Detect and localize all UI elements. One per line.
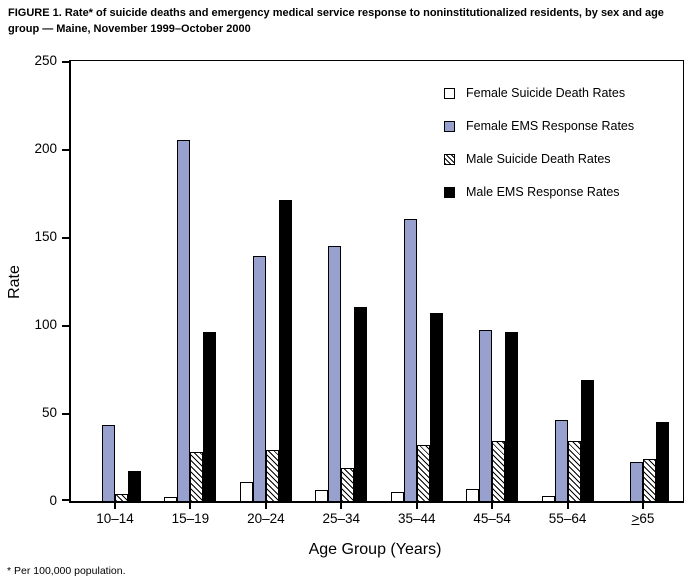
bar-white <box>466 489 480 501</box>
bar-white <box>315 490 329 501</box>
bar-black <box>505 332 519 501</box>
y-axis-tick-label: 0 <box>49 493 57 508</box>
footnote: * Per 100,000 population. <box>7 565 126 577</box>
x-axis-tick-label: 45–54 <box>473 511 511 526</box>
bar-blue <box>328 246 342 501</box>
bar-hatch <box>567 441 581 501</box>
x-axis-tick <box>415 503 418 509</box>
legend-item: Female EMS Response Rates <box>444 119 635 133</box>
bar-black <box>278 200 292 501</box>
x-axis-tick-label: 10–14 <box>96 511 134 526</box>
bar-blue <box>252 256 266 501</box>
bar-group <box>541 380 594 501</box>
bar-blue <box>102 425 115 501</box>
bar-hatch <box>643 459 656 501</box>
figure-title-line1: FIGURE 1. Rate* of suicide deaths and em… <box>8 7 664 19</box>
legend-label: Male EMS Response Rates <box>466 185 620 199</box>
bar-group <box>315 246 368 501</box>
bar-black <box>429 313 443 501</box>
bar-black <box>203 332 217 501</box>
bar-blue <box>177 140 191 501</box>
y-axis-tick <box>62 325 69 327</box>
y-axis-tick <box>62 61 69 63</box>
bar-blue <box>403 219 417 501</box>
legend-label: Male Suicide Death Rates <box>466 152 611 166</box>
x-axis-tick <box>491 503 494 509</box>
y-axis-tick <box>62 237 69 239</box>
y-axis-tick-label: 50 <box>41 405 57 420</box>
y-axis-tick-label: 200 <box>34 141 57 156</box>
legend-label: Female EMS Response Rates <box>466 119 635 133</box>
bar-blue <box>630 462 643 501</box>
bar-hatch <box>190 452 204 501</box>
bar-group <box>390 219 443 501</box>
legend-swatch-hatch <box>444 153 455 165</box>
y-axis-tick-label: 250 <box>34 53 57 68</box>
bar-black <box>580 380 594 501</box>
bar-black <box>656 422 669 501</box>
y-axis-title: Rate <box>6 265 23 299</box>
bar-hatch <box>416 445 430 501</box>
legend-swatch-white <box>444 87 455 99</box>
figure-title: FIGURE 1. Rate* of suicide deaths and em… <box>8 6 690 38</box>
bar-white <box>239 482 253 501</box>
legend-item: Male EMS Response Rates <box>444 185 634 199</box>
bar-white <box>164 497 178 501</box>
bar-black <box>128 471 141 501</box>
x-axis-tick-label: >65 <box>631 511 655 526</box>
y-axis-tick-label: 150 <box>34 229 57 244</box>
y-axis-tick-label: 100 <box>34 317 57 332</box>
bar-group <box>89 425 141 501</box>
y-axis-tick <box>62 149 69 151</box>
x-axis-tick <box>114 503 116 509</box>
y-axis-tick <box>62 499 69 501</box>
legend-swatch-blue <box>444 120 455 132</box>
bar-group <box>164 140 217 501</box>
legend-item: Female Suicide Death Rates <box>444 86 634 100</box>
legend-swatch-black <box>444 186 455 198</box>
figure-title-line2: group — Maine, November 1999–October 200… <box>8 22 251 35</box>
y-axis-tick <box>62 413 69 415</box>
bar-hatch <box>341 468 355 501</box>
bar-blue <box>479 330 493 501</box>
x-axis-title: Age Group (Years) <box>308 541 442 558</box>
bar-group <box>466 330 519 501</box>
bar-black <box>354 307 368 501</box>
x-axis-tick-label: 35–44 <box>397 511 436 526</box>
x-axis-tick <box>566 503 569 509</box>
bar-blue <box>554 420 568 501</box>
bar-group <box>617 422 669 501</box>
legend-item: Male Suicide Death Rates <box>444 152 634 166</box>
x-axis-tick <box>642 503 644 509</box>
bar-white <box>541 496 555 501</box>
chart-legend: Female Suicide Death Rates Female EMS Res… <box>444 86 635 219</box>
x-axis-tick <box>189 503 192 509</box>
x-axis-tick-label: 20–24 <box>247 511 285 526</box>
bar-hatch <box>115 494 128 501</box>
bar-group <box>239 200 292 501</box>
x-axis-tick-label: 25–34 <box>322 511 361 526</box>
legend-label: Female Suicide Death Rates <box>466 86 626 100</box>
x-axis-tick-label: 55–64 <box>548 511 587 526</box>
x-axis-tick <box>340 503 343 509</box>
plot-area: 0 50 100 150 200 250 10–14 15–19 20–24 25–34 35–44… <box>34 54 684 526</box>
bar-hatch <box>492 441 506 501</box>
bar-hatch <box>265 450 279 501</box>
x-axis-tick-label: 15–19 <box>171 511 210 526</box>
bar-white <box>390 492 404 501</box>
x-axis-tick <box>264 503 267 509</box>
